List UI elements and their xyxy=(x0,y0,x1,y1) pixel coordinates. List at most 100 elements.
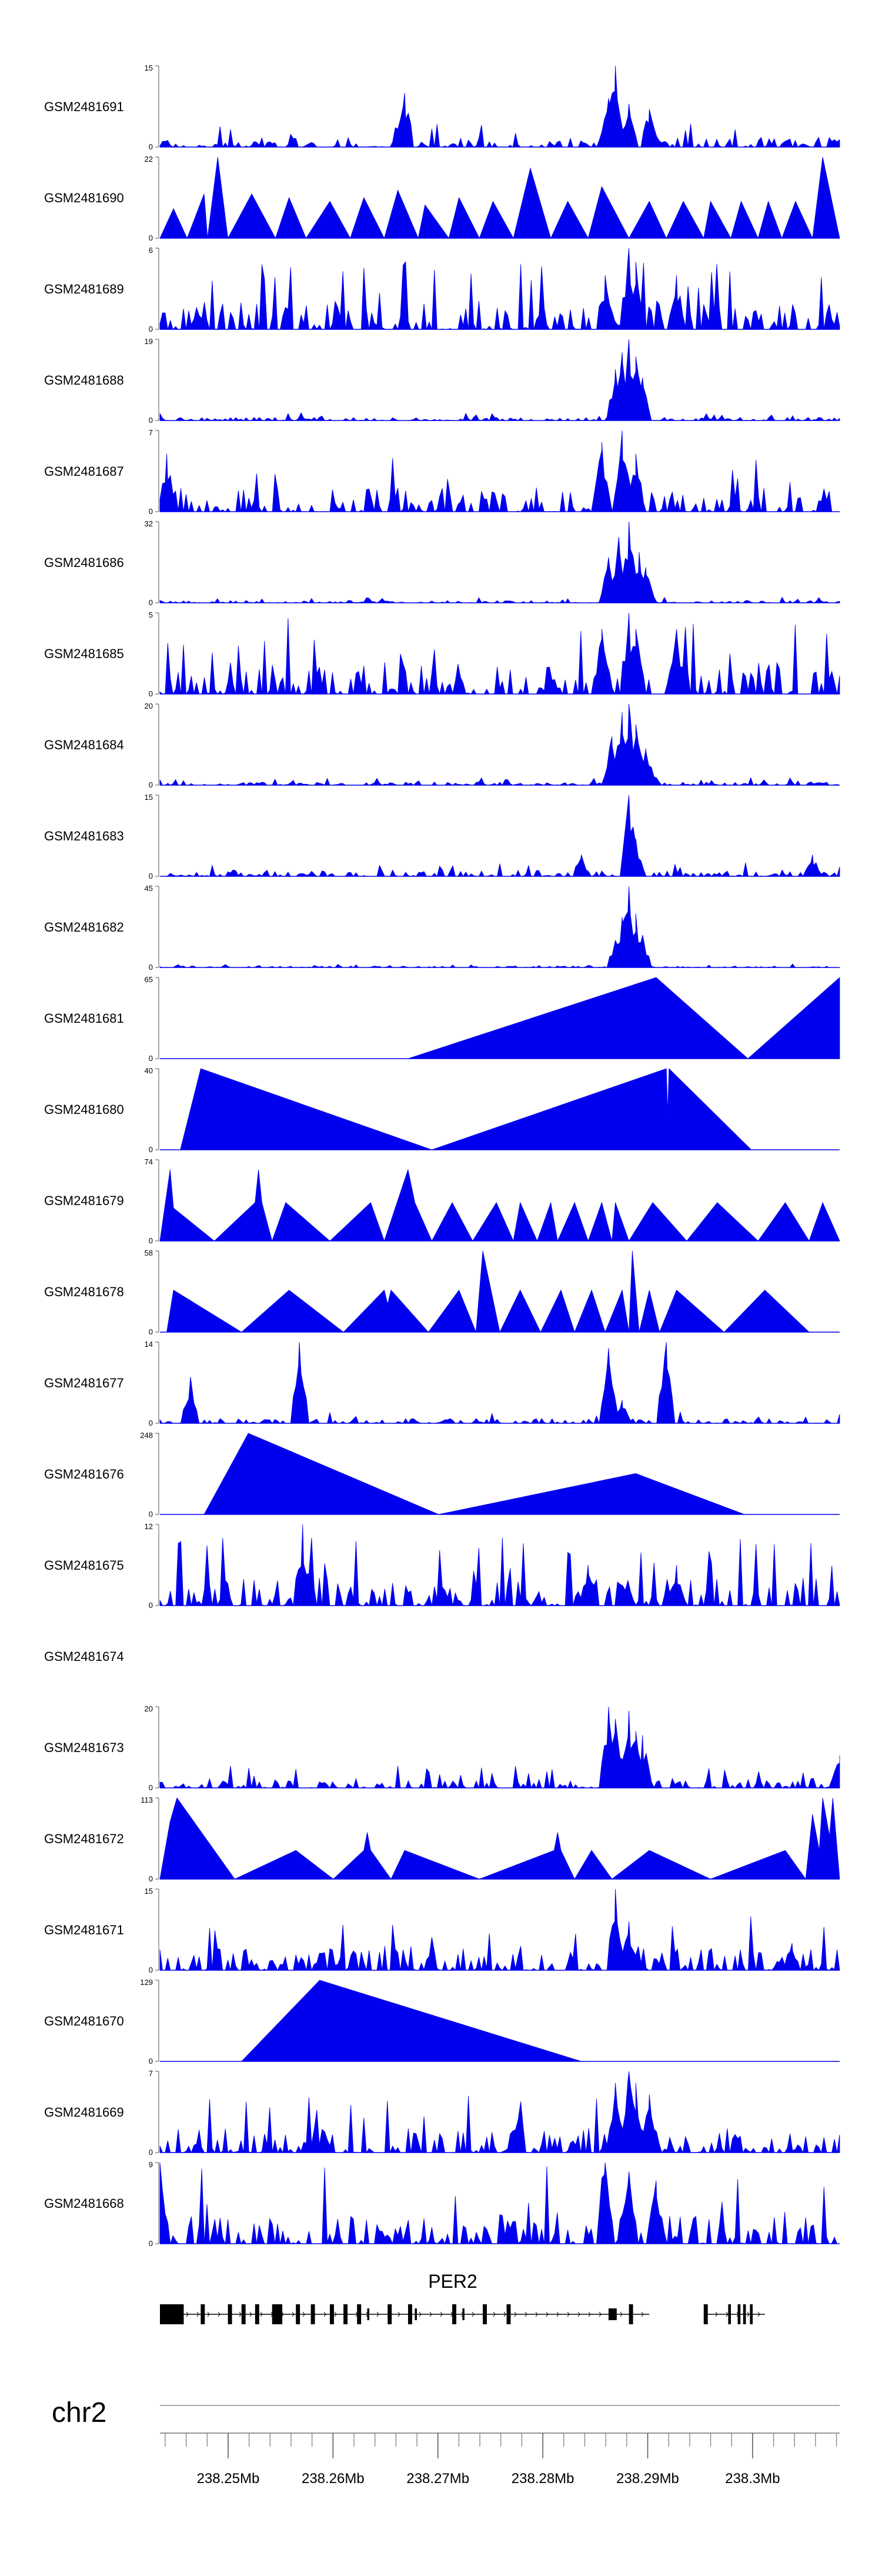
track-y-min-label: 0 xyxy=(149,1327,153,1336)
track-y-max-label: 40 xyxy=(145,1066,153,1075)
track-GSM2481682: GSM2481682 45 0 xyxy=(44,884,840,972)
track-signal-area xyxy=(203,1433,745,1515)
track-y-min-label: 0 xyxy=(149,1510,153,1519)
track-GSM2481689: GSM2481689 6 0 xyxy=(44,246,840,333)
track-signal-area xyxy=(180,1068,752,1150)
track-label: GSM2481686 xyxy=(44,555,124,570)
gene-strand-arrow xyxy=(207,2311,210,2317)
track-y-min-label: 0 xyxy=(149,416,153,425)
track-GSM2481670: GSM2481670 129 0 xyxy=(44,1978,840,2066)
gene-strand-arrow xyxy=(599,2311,602,2317)
track-y-max-label: 22 xyxy=(145,155,153,163)
track-label: GSM2481671 xyxy=(44,1923,124,1937)
track-GSM2481669: GSM2481669 7 0 xyxy=(44,2069,840,2157)
gene-strand-arrow xyxy=(376,2311,379,2317)
genome-axis-track: chr2 238.25Mb 238.26Mb 238.27Mb 238.28Mb 238… xyxy=(52,2397,840,2487)
gene-exon xyxy=(255,2304,259,2324)
gene-exon xyxy=(367,2308,370,2320)
gene-exon xyxy=(750,2304,753,2324)
track-y-min-label: 0 xyxy=(149,689,153,698)
track-y-max-label: 19 xyxy=(145,337,153,346)
track-y-min-label: 0 xyxy=(149,2148,153,2157)
track-y-max-label: 15 xyxy=(145,793,153,802)
track-label: GSM2481684 xyxy=(44,738,124,752)
gene-strand-arrow xyxy=(440,2311,443,2317)
gene-exon xyxy=(310,2304,315,2324)
track-label: GSM2481677 xyxy=(44,1376,124,1390)
track-GSM2481685: GSM2481685 5 0 xyxy=(44,610,840,698)
gene-strand-arrow xyxy=(472,2311,475,2317)
track-label: GSM2481691 xyxy=(44,99,124,114)
track-signal-area xyxy=(159,1706,840,1789)
gene-strand-arrow xyxy=(334,2311,337,2317)
track-GSM2481674: GSM2481674 xyxy=(44,1649,124,1664)
track-signal-area xyxy=(159,1169,840,1242)
gene-strand-arrow xyxy=(302,2311,305,2317)
track-y-max-label: 7 xyxy=(149,2069,153,2078)
track-y-max-label: 45 xyxy=(145,884,153,893)
track-y-max-label: 74 xyxy=(145,1157,153,1166)
axis-tick-label: 238.3Mb xyxy=(725,2471,780,2487)
gene-exon xyxy=(330,2304,334,2324)
track-signal-area xyxy=(159,1797,840,1880)
track-GSM2481671: GSM2481671 15 0 xyxy=(44,1887,840,1974)
track-GSM2481677: GSM2481677 14 0 xyxy=(44,1340,840,1427)
track-y-min-label: 0 xyxy=(149,142,153,151)
track-GSM2481690: GSM2481690 22 0 xyxy=(44,155,840,242)
gene-strand-arrow xyxy=(249,2311,252,2317)
track-label: GSM2481690 xyxy=(44,191,124,205)
track-y-min-label: 0 xyxy=(149,507,153,516)
gene-strand-arrow xyxy=(493,2311,496,2317)
track-signal-area xyxy=(159,339,840,421)
gene-exon xyxy=(241,2304,246,2324)
axis-tick-label: 238.28Mb xyxy=(512,2471,574,2487)
track-y-max-label: 6 xyxy=(149,246,153,255)
track-label: GSM2481672 xyxy=(44,1831,124,1846)
track-y-max-label: 14 xyxy=(145,1340,153,1349)
track-label: GSM2481687 xyxy=(44,464,124,479)
gene-exon xyxy=(343,2304,348,2324)
gene-strand-arrow xyxy=(514,2311,517,2317)
track-y-min-label: 0 xyxy=(149,1054,153,1063)
gene-annotation-track: PER2 xyxy=(160,2271,765,2324)
track-y-max-label: 113 xyxy=(141,1796,153,1804)
track-signal-area xyxy=(166,1250,810,1333)
gene-strand-arrow xyxy=(535,2311,538,2317)
track-y-min-label: 0 xyxy=(149,1236,153,1245)
track-label: GSM2481683 xyxy=(44,829,124,843)
gene-strand-arrow xyxy=(546,2311,549,2317)
gene-strand-arrow xyxy=(239,2311,242,2317)
gene-exon xyxy=(415,2308,417,2320)
gene-exon xyxy=(357,2304,362,2324)
gene-strand-arrow xyxy=(503,2311,506,2317)
gene-strand-arrow xyxy=(567,2311,570,2317)
track-y-min-label: 0 xyxy=(149,2239,153,2248)
track-label: GSM2481685 xyxy=(44,646,124,661)
gene-exon xyxy=(506,2304,511,2324)
gene-exon xyxy=(483,2304,487,2324)
track-y-min-label: 0 xyxy=(149,2057,153,2066)
gene-exon xyxy=(462,2308,465,2320)
track-signal-area xyxy=(159,430,840,512)
gene-exon xyxy=(737,2304,741,2324)
track-signal-area xyxy=(159,795,840,877)
track-y-min-label: 0 xyxy=(149,1145,153,1154)
track-GSM2481672: GSM2481672 113 0 xyxy=(44,1796,840,1883)
track-signal-area xyxy=(159,65,840,148)
track-y-min-label: 0 xyxy=(149,963,153,972)
track-y-min-label: 0 xyxy=(149,1874,153,1883)
track-signal-area xyxy=(159,886,840,968)
gene-strand-arrow xyxy=(186,2311,189,2317)
gene-strand-arrow xyxy=(323,2311,326,2317)
axis-tick-label: 238.26Mb xyxy=(302,2471,365,2487)
gene-strand-arrow xyxy=(726,2311,729,2317)
track-y-max-label: 15 xyxy=(145,1887,153,1896)
gene-strand-arrow xyxy=(429,2311,432,2317)
gene-exon xyxy=(703,2304,708,2324)
gene-strand-arrow xyxy=(419,2311,422,2317)
track-y-min-label: 0 xyxy=(149,1419,153,1427)
track-GSM2481684: GSM2481684 20 0 xyxy=(44,702,840,789)
track-GSM2481691: GSM2481691 15 0 xyxy=(44,64,840,151)
track-GSM2481680: GSM2481680 40 0 xyxy=(44,1066,840,1154)
track-y-min-label: 0 xyxy=(149,1783,153,1792)
